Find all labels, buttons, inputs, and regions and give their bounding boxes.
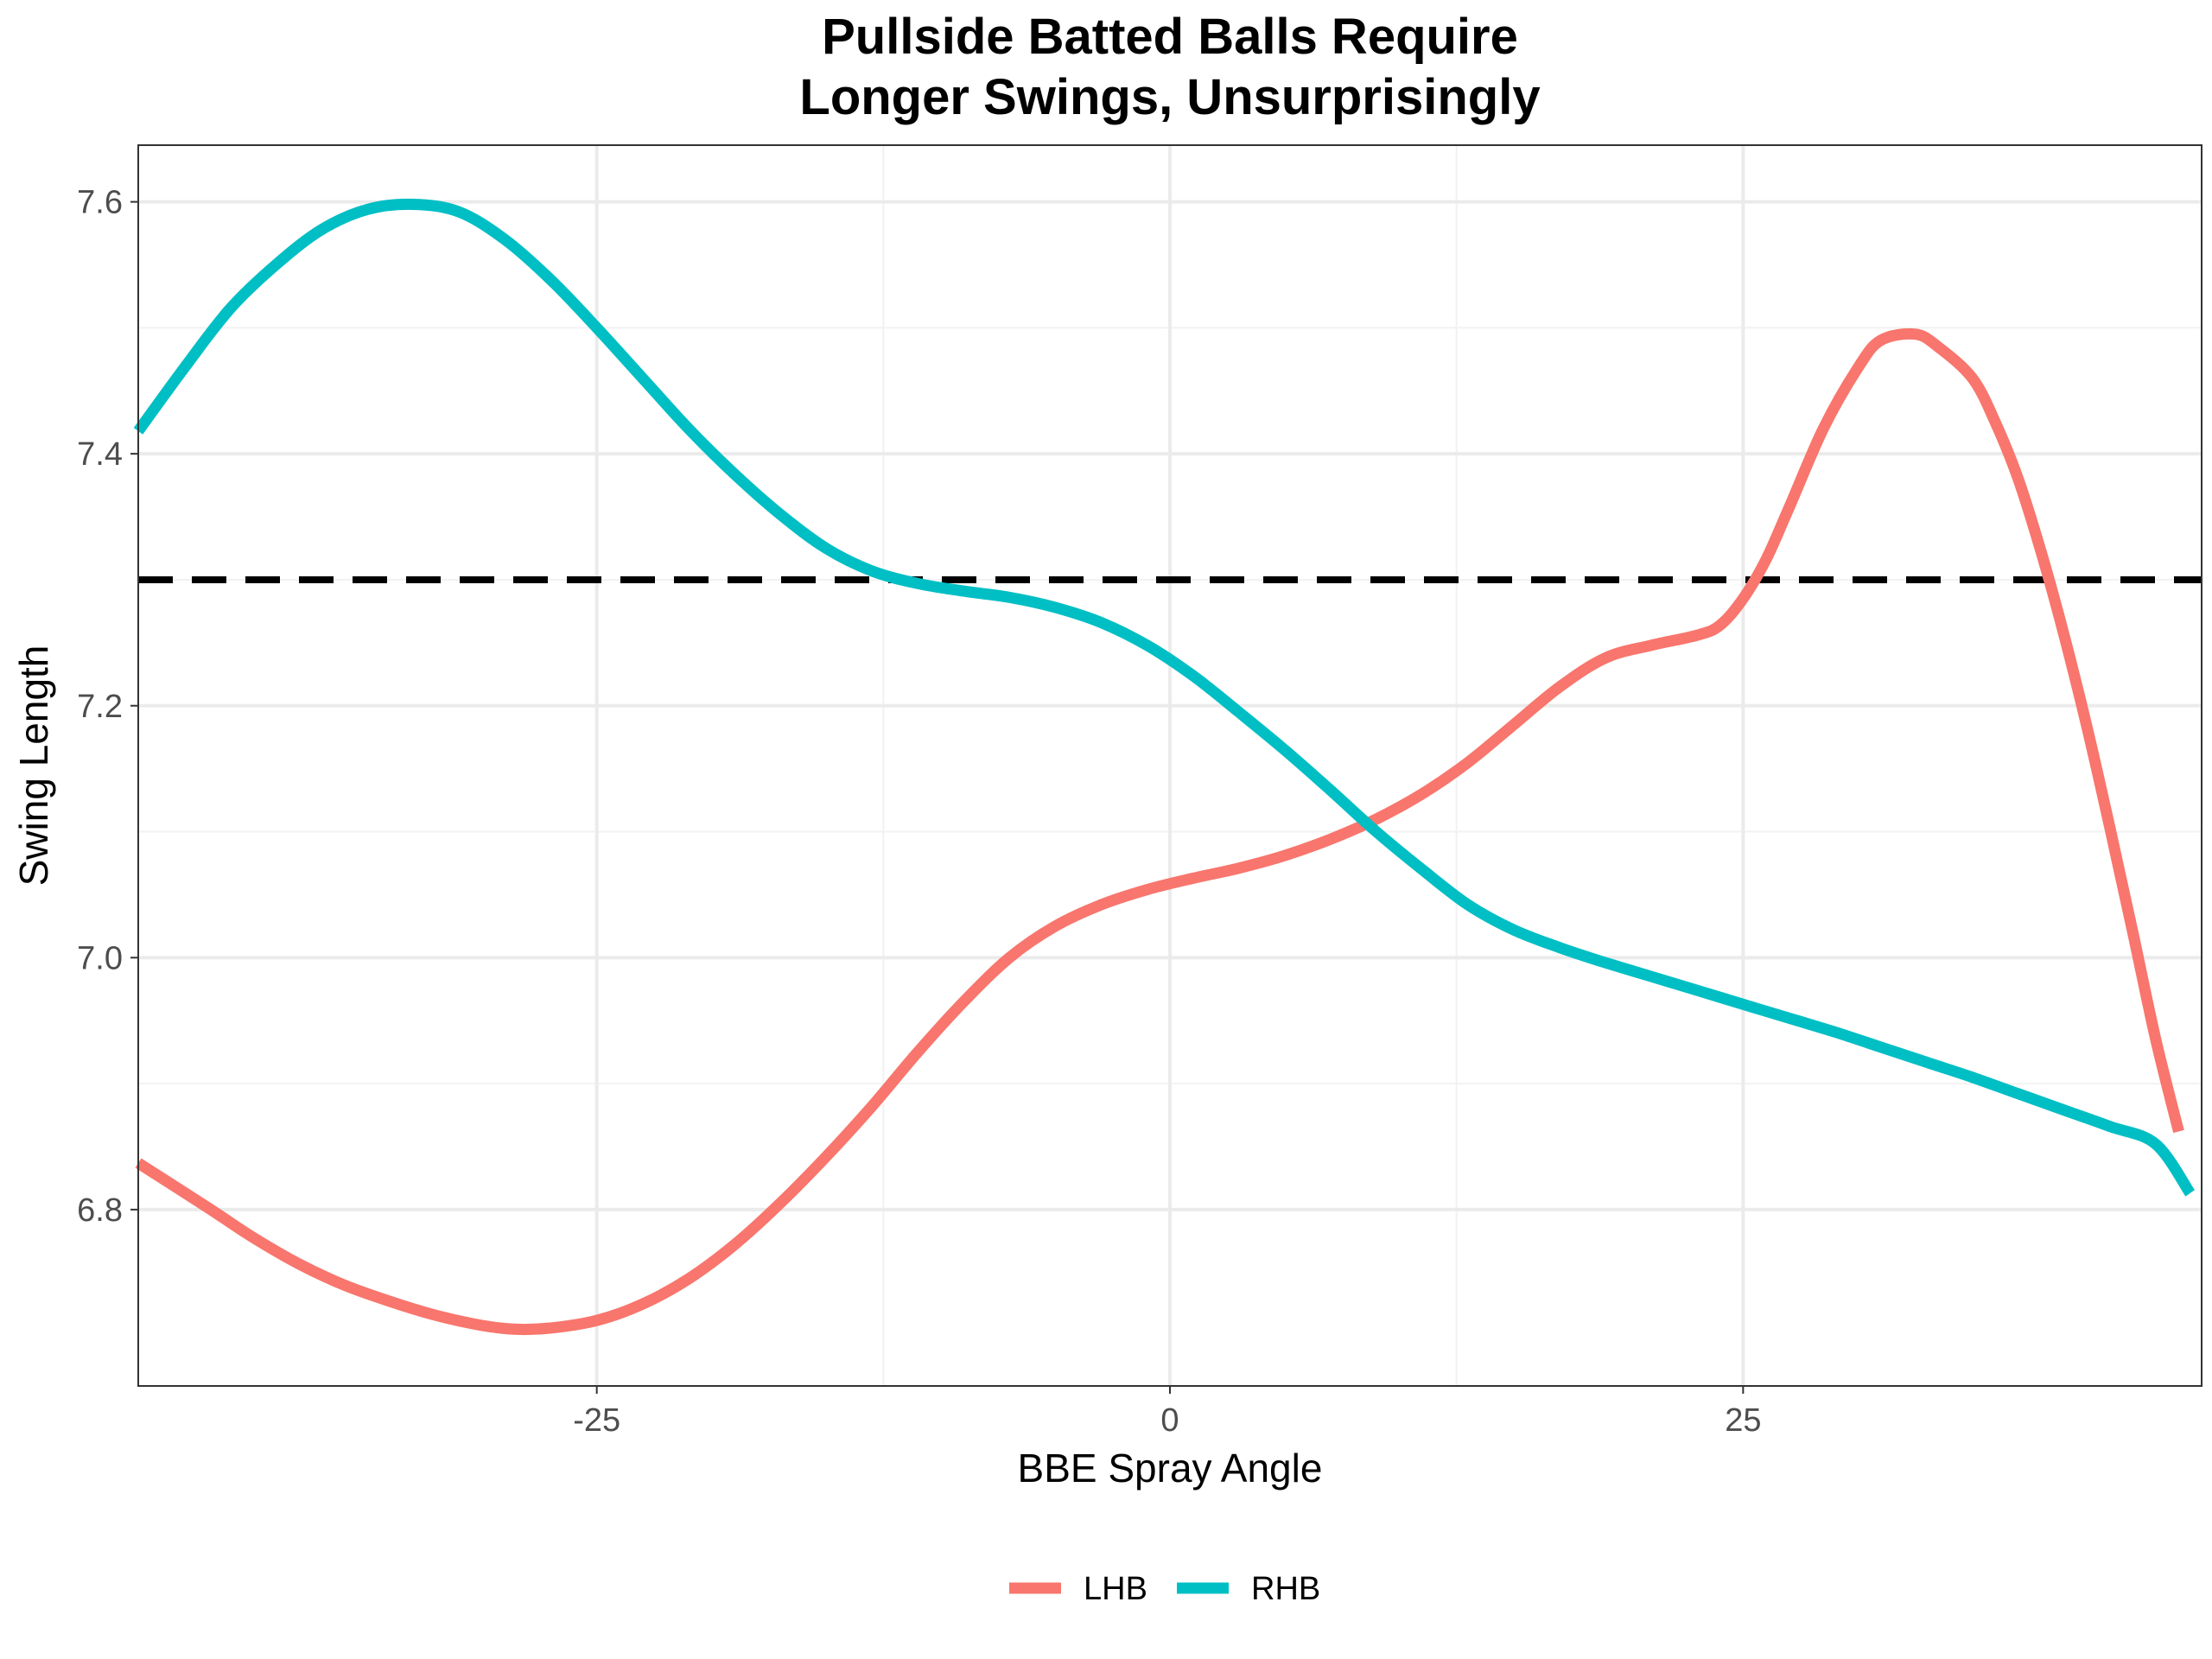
y-tick-label: 7.6 — [77, 185, 123, 221]
axis-layer: 6.8 7.0 7.2 7.4 7.6 -25 0 25 — [77, 185, 1761, 1439]
y-tick-label: 7.0 — [77, 940, 123, 976]
legend-label-lhb: LHB — [1084, 1571, 1147, 1607]
series-line-rhb — [133, 198, 2196, 1197]
y-tick-label: 6.8 — [77, 1192, 123, 1229]
x-axis-title: BBE Spray Angle — [1018, 1446, 1323, 1491]
x-tick-label: -25 — [573, 1402, 620, 1439]
x-tick-label: 0 — [1160, 1402, 1179, 1439]
series-layer — [133, 198, 2196, 1336]
chart-title: Pullside Batted Balls Require — [822, 9, 1518, 65]
x-tick-label: 25 — [1725, 1402, 1761, 1439]
legend-label-rhb: RHB — [1251, 1571, 1320, 1607]
y-tick-label: 7.2 — [77, 689, 123, 725]
grid — [138, 145, 2202, 1386]
y-tick-label: 7.4 — [77, 436, 123, 473]
chart-subtitle: Longer Swings, Unsurprisingly — [799, 69, 1540, 125]
y-axis-title: Swing Length — [11, 645, 56, 887]
series-line-lhb — [135, 327, 2184, 1336]
legend: LHB RHB — [1009, 1571, 1320, 1607]
